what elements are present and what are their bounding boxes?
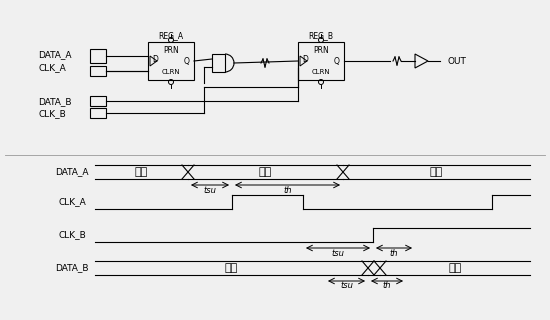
- Text: CLK_B: CLK_B: [38, 109, 66, 118]
- Text: DATA_B: DATA_B: [38, 98, 72, 107]
- Bar: [298, 42, 344, 80]
- Bar: [90, 49, 106, 63]
- Bar: [90, 66, 106, 76]
- Text: Q: Q: [334, 57, 340, 66]
- Text: PRN: PRN: [313, 45, 329, 54]
- Text: th: th: [383, 282, 391, 291]
- Text: Q: Q: [184, 57, 190, 66]
- Text: 稳定: 稳定: [259, 167, 272, 177]
- Text: D: D: [302, 54, 308, 63]
- Text: th: th: [390, 249, 398, 258]
- Text: CLK_A: CLK_A: [58, 197, 86, 206]
- Text: CLK_B: CLK_B: [58, 230, 86, 239]
- Bar: [212, 54, 225, 72]
- Text: REG_A: REG_A: [158, 31, 184, 41]
- Text: REG_B: REG_B: [309, 31, 333, 41]
- Text: PRN: PRN: [163, 45, 179, 54]
- Text: DATA_B: DATA_B: [55, 263, 89, 273]
- Text: 改变: 改变: [225, 263, 238, 273]
- Bar: [90, 108, 106, 118]
- Text: 改变: 改变: [430, 167, 443, 177]
- Text: OUT: OUT: [448, 57, 467, 66]
- Text: D: D: [152, 54, 158, 63]
- Text: tsu: tsu: [340, 282, 353, 291]
- Text: DATA_A: DATA_A: [55, 167, 89, 177]
- Text: 改变: 改变: [448, 263, 461, 273]
- Text: CLK_A: CLK_A: [38, 63, 66, 73]
- Text: DATA_A: DATA_A: [38, 51, 72, 60]
- Text: th: th: [283, 186, 292, 195]
- Bar: [90, 96, 106, 106]
- Text: CLRN: CLRN: [312, 69, 331, 75]
- Text: 改变: 改变: [135, 167, 148, 177]
- Text: tsu: tsu: [332, 249, 344, 258]
- Text: CLRN: CLRN: [162, 69, 180, 75]
- Text: tsu: tsu: [204, 186, 217, 195]
- Bar: [148, 42, 194, 80]
